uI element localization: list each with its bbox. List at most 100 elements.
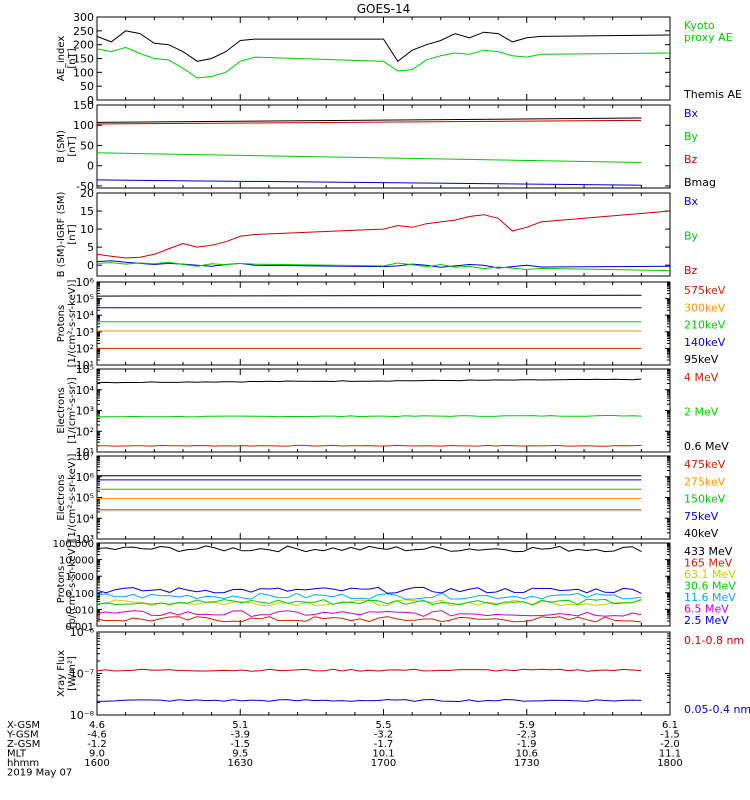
panel-electrons_keV: 10³10⁴10⁵10⁶10⁷Electrons[1/(cm²-s-sr-keV… — [56, 450, 726, 546]
series-line-95kev — [96, 294, 642, 297]
y-axis-label: Protons[p/(cm²-s-sr-keV)] — [56, 541, 78, 629]
y-axis-label-line: Electrons — [56, 474, 67, 520]
legend-label-line: By — [684, 230, 699, 243]
y-axis-label-line: B (SM) — [56, 130, 67, 163]
legend-label: 2 MeV — [684, 406, 719, 419]
legend-label: 475keV — [684, 458, 726, 471]
y-axis-label-line: B (SM)-IGRF (SM) — [56, 192, 67, 278]
y-tick-label: -50 — [76, 180, 94, 193]
y-axis-label-line: [p/(cm²-s-sr-keV)] — [67, 541, 78, 629]
x-axis-cell: 1600 — [84, 758, 109, 769]
series-line-bx — [96, 260, 671, 269]
legend-label: 63.1 MeV — [684, 568, 736, 581]
y-axis-label-line: Protons — [56, 305, 67, 342]
x-axis-cell: 1630 — [228, 758, 253, 769]
legend-label-line: 300keV — [684, 301, 726, 314]
legend-label-line: 0.05-0.4 nm — [684, 703, 750, 716]
panel-frame — [96, 281, 671, 366]
legend-label-line: 30.6 MeV — [684, 580, 736, 593]
legend-label: 165 MeV — [684, 557, 733, 570]
y-tick-label: 10¹ — [76, 359, 94, 372]
x-axis-cell: -1.2 — [87, 739, 107, 750]
legend-label-line: By — [684, 130, 699, 143]
y-axis-label: Electrons[1/(cm²-s-sr)] — [56, 377, 78, 443]
x-axis-cell: 5.5 — [376, 720, 392, 731]
legend-label: 575keV — [684, 284, 726, 297]
x-axis-cell: 11.1 — [659, 749, 681, 760]
legend-label-line: 475keV — [684, 458, 726, 471]
legend-label: 30.6 MeV — [684, 580, 736, 593]
series-line-0-6-mev — [96, 378, 642, 384]
legend-label-line: 210keV — [684, 319, 726, 332]
x-axis-cell: 1800 — [657, 758, 682, 769]
series-line-11-6-mev — [96, 592, 642, 600]
legend-label-line: 275keV — [684, 475, 726, 488]
y-tick-label: 10² — [76, 425, 94, 438]
y-axis-label-line: AE_index — [56, 36, 67, 82]
y-axis-label: Electrons[1/(cm²-s-sr-keV)] — [56, 454, 78, 542]
y-axis-label-line: [1/(cm²-s-sr)] — [67, 377, 78, 443]
legend-label: Themis AE — [683, 88, 742, 101]
y-tick-label: 10⁻⁶ — [70, 626, 95, 639]
x-axis-cell: -3.2 — [374, 730, 394, 741]
legend-label: 4 MeV — [684, 371, 719, 384]
series-line-0-05-0-4-nm — [97, 698, 642, 703]
legend-label-line: 433 MeV — [684, 545, 733, 558]
legend-label: 140keV — [684, 336, 726, 349]
series-line-2-mev — [96, 415, 642, 418]
x-axis-cell: 10.6 — [516, 749, 538, 760]
series-line-kyoto-proxy-ae — [96, 46, 671, 79]
legend-label: 0.6 MeV — [684, 440, 729, 453]
legend-label-line: Themis AE — [683, 88, 742, 101]
y-axis-label-line: [nT] — [67, 224, 78, 244]
legend-label: 75keV — [684, 510, 719, 523]
x-axis-row-label: X-GSM — [7, 720, 40, 731]
y-tick-label: 10⁻⁷ — [70, 668, 94, 681]
legend-label-line: 0.1-0.8 nm — [684, 634, 744, 647]
y-tick-label: 10³ — [76, 326, 94, 339]
series-line-by — [96, 152, 642, 163]
x-axis-cell: -1.7 — [374, 739, 394, 750]
legend-label: 6.5 MeV — [684, 603, 729, 616]
series-line-by — [96, 261, 671, 272]
y-axis-label: B (SM)-IGRF (SM)[nT] — [56, 192, 78, 278]
legend-label: 95keV — [684, 353, 719, 366]
y-axis-label: Xray Flux[W/m²] — [56, 650, 78, 697]
legend-label: By — [684, 130, 699, 143]
legend-label-line: Bx — [684, 107, 699, 120]
y-tick-label: 10⁴ — [76, 384, 95, 397]
legend-label: Bz — [684, 153, 698, 166]
legend-label: 11.6 MeV — [684, 591, 736, 604]
legend-label-line: Bz — [684, 264, 698, 277]
x-axis-row-label: MLT — [7, 749, 27, 760]
y-tick-label: 10³ — [76, 533, 94, 546]
legend-label-line: 150keV — [684, 493, 726, 506]
series-line-bx — [96, 179, 642, 186]
y-tick-label: 150 — [73, 99, 94, 112]
y-tick-label: 50 — [80, 139, 94, 152]
legend-label: Bz — [684, 264, 698, 277]
y-tick-label: 10³ — [76, 405, 94, 418]
legend-label: Kyoto proxy AE — [684, 19, 733, 44]
panel-frame — [96, 16, 671, 101]
y-tick-label: 10⁵ — [76, 492, 94, 505]
legend-label: Bx — [684, 195, 699, 208]
y-tick-label: 10 — [80, 223, 94, 236]
legend-label: 275keV — [684, 475, 726, 488]
legend-label: 0.05-0.4 nm — [684, 703, 750, 716]
legend-label-line: 165 MeV — [684, 557, 733, 570]
x-axis-cell: -3.9 — [230, 730, 250, 741]
panel-frame — [96, 455, 671, 540]
y-axis-label-line: [nT] — [67, 136, 78, 156]
x-axis-row-label: hhmm — [7, 758, 39, 769]
legend-label-line: 575keV — [684, 284, 726, 297]
panel-frame — [96, 104, 671, 189]
series-line-0-1-0-8-nm — [96, 668, 642, 672]
x-axis-row-label: Z-GSM — [7, 739, 40, 750]
y-tick-label: 100 — [73, 119, 94, 132]
y-tick-label: 10² — [76, 342, 94, 355]
